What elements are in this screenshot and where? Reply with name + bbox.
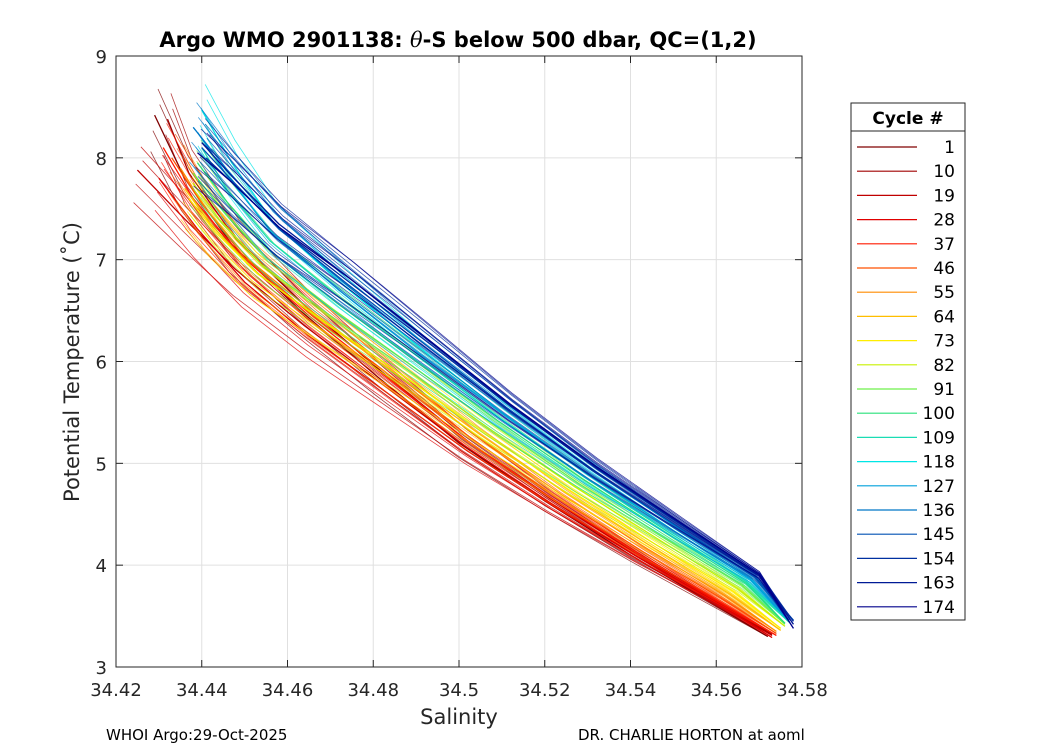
series-line-37-aux (158, 181, 777, 636)
y-tick-label: 6 (96, 353, 107, 374)
series-line-55-aux (176, 200, 777, 632)
series-line-100-aux (195, 176, 786, 624)
series-line-136-aux (191, 141, 790, 621)
y-tick-label: 9 (96, 47, 107, 68)
axis-ticks (115, 55, 803, 668)
series-line-64-aux (180, 219, 781, 631)
series-line-174-aux (195, 166, 794, 629)
y-tick-label: 5 (96, 454, 107, 475)
x-tick-label: 34.42 (90, 680, 142, 701)
y-tick-label: 7 (96, 251, 107, 272)
legend-label-37: 37 (933, 235, 955, 255)
series-line-73-aux (184, 228, 781, 629)
series-line-136-aux (188, 161, 790, 621)
legend-label-127: 127 (923, 477, 955, 497)
x-tick-label: 34.46 (262, 680, 314, 701)
series-line-73-aux (191, 176, 781, 629)
series-line-100-aux (193, 194, 786, 624)
series-line-37-aux (167, 137, 777, 636)
x-tick-label: 34.5 (439, 680, 479, 701)
y-tick-label: 4 (96, 556, 107, 577)
legend-label-174: 174 (923, 598, 955, 618)
legend-label-82: 82 (933, 356, 955, 376)
series-line-127-aux (193, 166, 790, 622)
legend-label-10: 10 (933, 162, 955, 182)
series-line-46-aux (169, 171, 777, 634)
series-line-109-aux (197, 180, 790, 623)
series-line-91-aux (191, 186, 786, 625)
series-line-174 (197, 152, 794, 629)
legend-title: Cycle # (872, 109, 943, 129)
legend-label-28: 28 (933, 211, 955, 231)
legend-label-64: 64 (933, 307, 955, 327)
series-line-82-aux (188, 214, 786, 627)
series-line-64-aux (182, 201, 781, 631)
legend-entries: 1 10 19 28 37 46 55 64 73 82 91 100 109 118 127 136 145 1… (857, 138, 955, 618)
legend-label-19: 19 (933, 186, 955, 206)
legend-label-46: 46 (933, 259, 955, 279)
x-tick-label: 34.54 (605, 680, 657, 701)
chart-title: Argo WMO 2901138: θ-S below 500 dbar, QC… (159, 28, 756, 52)
series-line-64-aux (189, 179, 781, 631)
x-tick-label: 34.48 (347, 680, 399, 701)
legend-label-163: 163 (923, 574, 955, 594)
legend-label-154: 154 (923, 549, 955, 569)
legend-label-118: 118 (923, 453, 955, 473)
legend-label-1: 1 (944, 138, 955, 158)
series-line-82-aux (191, 196, 786, 627)
series-line-46-aux (167, 190, 777, 634)
series-line-91-aux (188, 204, 786, 625)
x-tick-labels: 34.42 34.44 34.46 34.48 34.5 34.52 34.54 34.56 3… (90, 680, 828, 701)
y-tick-labels: 3 4 5 6 7 8 9 (96, 47, 107, 679)
series-line-163-aux (206, 132, 794, 625)
legend-label-73: 73 (933, 332, 955, 352)
x-tick-label: 34.58 (776, 680, 828, 701)
legend-label-91: 91 (933, 380, 955, 400)
y-axis-label: Potential Temperature (˚C) (60, 222, 84, 502)
series-line-174-aux (202, 142, 794, 629)
footer-left: WHOI Argo:29-Oct-2025 (106, 726, 287, 744)
data-lines (133, 84, 794, 639)
y-tick-label: 8 (96, 149, 107, 170)
series-line-163-aux (204, 118, 794, 625)
legend: Cycle # 1 10 19 28 37 46 55 64 73 82 91 100 109 118 12… (850, 102, 966, 621)
series-line-174-aux (193, 185, 794, 629)
y-tick-label: 3 (96, 658, 107, 679)
x-tick-label: 34.44 (176, 680, 228, 701)
legend-label-55: 55 (933, 283, 955, 303)
series-line-73-aux (186, 211, 781, 629)
series-line-109-aux (199, 161, 790, 623)
series-line-127-aux (202, 122, 790, 622)
legend-label-136: 136 (923, 501, 955, 521)
series-line-127-aux (195, 146, 790, 622)
x-tick-label: 34.52 (519, 680, 571, 701)
footer-right: DR. CHARLIE HORTON at aoml (578, 726, 805, 744)
x-tick-label: 34.56 (690, 680, 742, 701)
legend-label-145: 145 (923, 525, 955, 545)
series-line-73 (188, 198, 781, 629)
series-line-174-aux (200, 128, 794, 629)
legend-label-100: 100 (923, 404, 955, 424)
legend-label-109: 109 (923, 428, 955, 448)
series-line-28-aux (154, 210, 773, 638)
x-axis-label: Salinity (420, 705, 498, 729)
